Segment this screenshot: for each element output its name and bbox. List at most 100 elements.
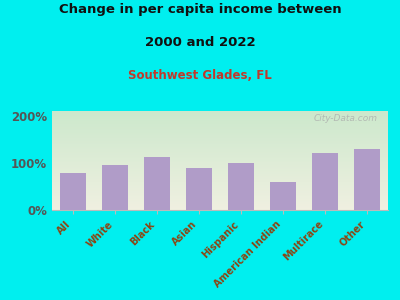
Text: Southwest Glades, FL: Southwest Glades, FL	[128, 69, 272, 82]
Bar	[52, 206, 388, 207]
Bar	[52, 169, 388, 170]
Bar	[52, 113, 388, 114]
Bar	[52, 179, 388, 180]
Bar	[102, 165, 128, 210]
Bar	[52, 185, 388, 186]
Text: City-Data.com: City-Data.com	[314, 114, 378, 123]
Bar	[52, 151, 388, 152]
Bar	[52, 116, 388, 117]
Bar	[52, 144, 388, 145]
Bar	[52, 147, 388, 148]
Bar	[52, 189, 388, 190]
Bar	[52, 158, 388, 160]
Bar	[52, 142, 388, 143]
Bar	[52, 201, 388, 202]
Bar	[52, 123, 388, 124]
Bar	[52, 150, 388, 151]
Bar	[52, 118, 388, 119]
Bar	[52, 172, 388, 173]
Bar	[52, 202, 388, 203]
Bar	[52, 191, 388, 192]
Bar	[52, 199, 388, 200]
Bar	[52, 136, 388, 137]
Bar	[52, 161, 388, 163]
Bar	[52, 186, 388, 187]
Bar	[52, 207, 388, 208]
Bar	[52, 160, 388, 161]
Bar	[270, 182, 296, 210]
Bar	[52, 135, 388, 136]
Bar	[312, 153, 338, 210]
Bar	[52, 209, 388, 210]
Bar	[52, 167, 388, 168]
Bar	[52, 120, 388, 121]
Bar	[52, 152, 388, 153]
Bar	[144, 157, 170, 210]
Bar	[52, 184, 388, 185]
Bar	[52, 194, 388, 195]
Bar	[52, 197, 388, 198]
Bar	[52, 121, 388, 122]
Bar	[52, 203, 388, 204]
Bar	[52, 119, 388, 120]
Bar	[52, 143, 388, 144]
Bar	[52, 168, 388, 169]
Bar	[52, 171, 388, 172]
Bar	[52, 182, 388, 183]
Bar	[52, 125, 388, 126]
Bar	[52, 145, 388, 146]
Bar	[52, 175, 388, 176]
Bar	[52, 178, 388, 179]
Bar	[52, 133, 388, 134]
Bar	[52, 157, 388, 158]
Bar	[52, 170, 388, 171]
Bar	[228, 163, 254, 210]
Bar	[52, 196, 388, 197]
Bar	[52, 181, 388, 182]
Bar	[52, 148, 388, 150]
Bar	[52, 146, 388, 147]
Bar	[52, 177, 388, 178]
Bar	[52, 126, 388, 127]
Bar	[52, 163, 388, 164]
Bar	[52, 112, 388, 113]
Bar	[52, 134, 388, 135]
Bar	[52, 137, 388, 138]
Bar	[52, 124, 388, 125]
Bar	[52, 200, 388, 201]
Bar	[52, 127, 388, 128]
Bar	[52, 153, 388, 154]
Bar	[52, 131, 388, 132]
Bar	[52, 165, 388, 166]
Bar	[52, 205, 388, 206]
Bar	[52, 187, 388, 188]
Bar	[52, 195, 388, 196]
Bar	[52, 164, 388, 165]
Bar	[52, 122, 388, 123]
Bar	[52, 139, 388, 140]
Bar	[52, 192, 388, 193]
Bar	[52, 174, 388, 175]
Bar	[52, 132, 388, 133]
Bar	[52, 183, 388, 184]
Bar	[52, 128, 388, 129]
Text: 2000 and 2022: 2000 and 2022	[145, 36, 255, 49]
Bar	[52, 188, 388, 189]
Bar	[52, 155, 388, 157]
Bar	[52, 160, 388, 161]
Bar	[52, 141, 388, 142]
Bar	[52, 204, 388, 205]
Bar	[52, 115, 388, 116]
Bar	[52, 190, 388, 191]
Bar	[52, 176, 388, 177]
Bar	[52, 117, 388, 118]
Bar	[52, 111, 388, 112]
Text: Change in per capita income between: Change in per capita income between	[59, 3, 341, 16]
Bar	[52, 130, 388, 131]
Bar	[52, 114, 388, 115]
Bar	[52, 198, 388, 199]
Bar	[52, 180, 388, 181]
Bar	[52, 208, 388, 209]
Bar	[52, 140, 388, 141]
Bar	[52, 193, 388, 194]
